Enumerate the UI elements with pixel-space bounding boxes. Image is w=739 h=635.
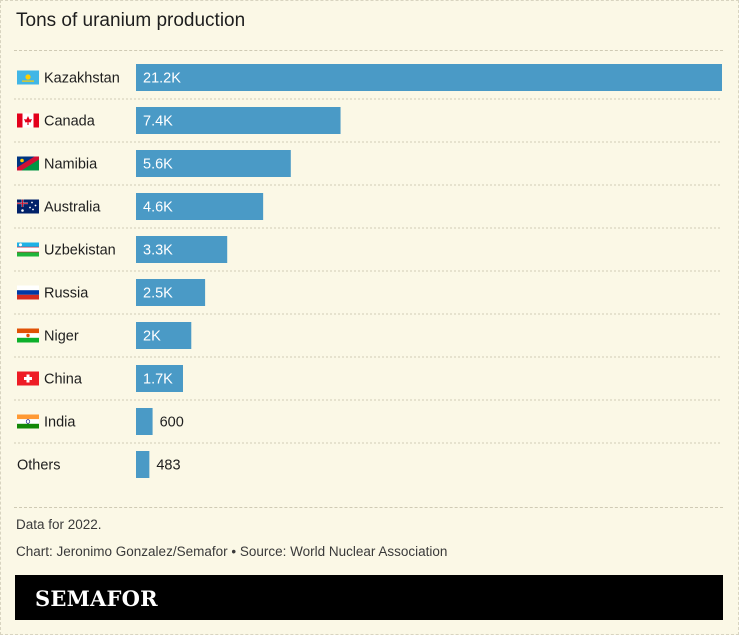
title-divider (14, 50, 723, 51)
bar (136, 451, 150, 478)
bar-row: Canada 7.4K (14, 107, 722, 143)
australia-flag-icon (17, 199, 39, 214)
uzbekistan-flag-icon (17, 242, 39, 257)
data-label: 600 (160, 415, 184, 431)
data-label: 2K (143, 329, 161, 345)
bar (136, 150, 291, 177)
kazakhstan-flag-icon (17, 70, 39, 85)
russia-flag-icon (17, 285, 39, 300)
bar (136, 279, 206, 306)
chart-title: Tons of uranium production (16, 10, 246, 31)
data-note: Data for 2022. (16, 517, 102, 532)
data-label: 5.6K (143, 157, 173, 173)
semafor-logo: SEMAFOR (35, 586, 158, 611)
category-label: Russia (44, 286, 89, 302)
data-label: 2.5K (143, 286, 173, 302)
niger-flag-icon (17, 328, 39, 343)
canada-flag-icon (17, 113, 39, 128)
category-label: Others (17, 458, 61, 474)
bar-row: Niger 2K (14, 322, 722, 358)
bar-row: Others 483 (17, 451, 181, 478)
category-label: Kazakhstan (44, 71, 120, 87)
data-label: 7.4K (143, 114, 173, 130)
bar-row: Russia 2.5K (14, 279, 722, 315)
bar (136, 408, 153, 435)
category-label: China (44, 372, 83, 388)
category-label: Australia (44, 200, 101, 216)
bar-row: Kazakhstan 21.2K (14, 64, 722, 100)
china-flag-icon (17, 371, 39, 386)
bar (136, 365, 183, 392)
bar (136, 193, 264, 220)
data-label: 483 (156, 458, 180, 474)
brand-bar: SEMAFOR (15, 575, 723, 620)
bar (136, 236, 228, 263)
category-label: Canada (44, 114, 96, 130)
bar-row: Uzbekistan 3.3K (14, 236, 722, 272)
bar-chart: Kazakhstan 21.2K Canada 7.4K Namibia 5.6K Aust… (14, 64, 722, 478)
footer-divider (14, 507, 723, 508)
source-credit: Chart: Jeronimo Gonzalez/Semafor • Sourc… (16, 544, 448, 559)
data-label: 3.3K (143, 243, 173, 259)
category-label: India (44, 415, 76, 431)
bar (136, 107, 341, 134)
bar (136, 64, 722, 91)
category-label: Niger (44, 329, 79, 345)
data-label: 4.6K (143, 200, 173, 216)
category-label: Namibia (44, 157, 98, 173)
bar-row: India 600 (14, 408, 722, 444)
namibia-flag-icon (17, 156, 39, 171)
bar-row: Namibia 5.6K (14, 150, 722, 186)
bar (136, 322, 192, 349)
bar-row: Australia 4.6K (14, 193, 722, 229)
india-flag-icon (17, 414, 39, 429)
data-label: 1.7K (143, 372, 173, 388)
category-label: Uzbekistan (44, 243, 116, 259)
data-label: 21.2K (143, 71, 181, 87)
bar-row: China 1.7K (14, 365, 722, 401)
